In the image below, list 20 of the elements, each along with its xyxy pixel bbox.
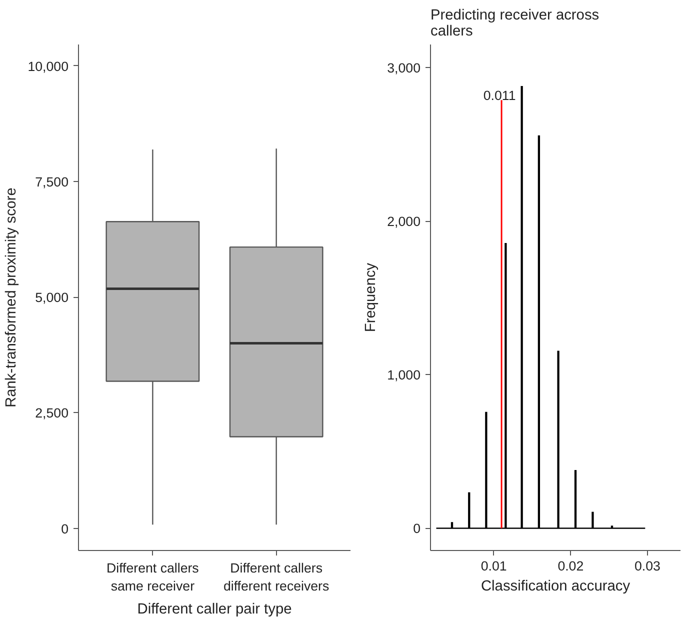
- y-tick-label: 3,000: [387, 60, 421, 76]
- x-axis-title: Different caller pair type: [137, 602, 292, 618]
- y-tick-label: 1,000: [387, 368, 421, 383]
- x-tick-label: 0.03: [634, 558, 660, 574]
- y-axis-title: Frequency: [363, 262, 380, 332]
- y-tick-label: 2,000: [387, 214, 421, 230]
- x-tick-label: Different callers different receivers: [223, 560, 330, 594]
- x-axis-title: Classification accuracy: [480, 578, 631, 594]
- ref-line-label: 0.011: [483, 88, 516, 104]
- y-tick-label: 0: [61, 521, 69, 536]
- x-tick-label: 0.01: [480, 558, 507, 574]
- y-tick-label: 5,000: [35, 290, 69, 306]
- y-tick-label: 10,000: [28, 58, 68, 74]
- y-axis-title: Rank-transformed proximity score: [4, 188, 20, 408]
- y-tick-label: 2,500: [35, 406, 69, 421]
- chart-title: Predicting receiver across callers: [430, 8, 600, 40]
- x-tick-label: Different callers same receiver: [106, 560, 200, 594]
- y-tick-label: 0: [413, 521, 421, 536]
- x-tick-label: 0.02: [558, 558, 584, 574]
- y-tick-label: 7,500: [35, 174, 69, 190]
